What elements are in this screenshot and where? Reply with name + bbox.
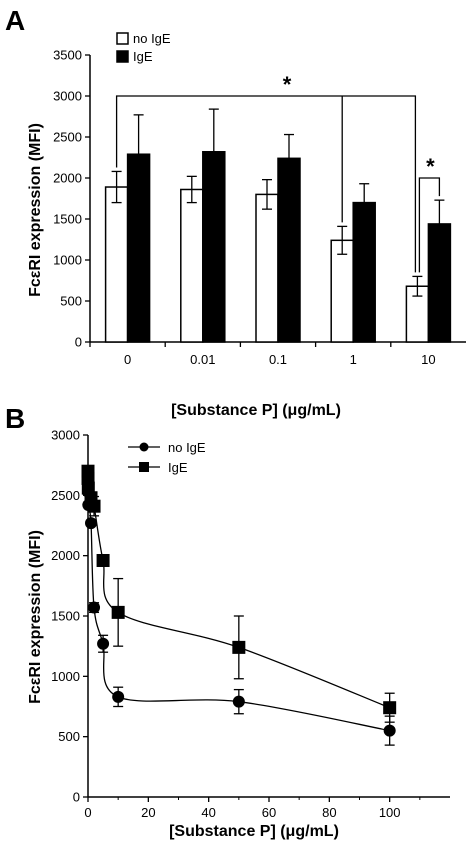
data-point-ige — [87, 499, 101, 513]
bar-ige — [277, 157, 301, 343]
data-point-ige — [96, 553, 110, 567]
legend-label-b-no-ige: no IgE — [168, 440, 206, 455]
panel-a-xtick-label: 0.1 — [269, 352, 287, 367]
panel-b-ytick-label: 2000 — [51, 548, 80, 563]
panel-b-xtick-label: 20 — [141, 805, 155, 820]
significance-bracket-main — [115, 95, 417, 273]
bar-ige — [352, 201, 376, 343]
panel-a-ytick-label: 1500 — [53, 212, 82, 227]
panel-a-ytick-label: 500 — [60, 294, 82, 309]
data-point-ige — [232, 640, 246, 654]
data-point-no-ige — [232, 695, 245, 708]
panel-b-ylabel: FcεRI expression (MFI) — [27, 530, 44, 704]
data-point-ige — [383, 701, 397, 715]
panel-a-letter: A — [5, 5, 25, 36]
panel-b-ytick-label: 0 — [73, 790, 80, 805]
panel-a-xlabel: [Substance P] (μg/mL) — [171, 402, 341, 419]
panel-a-xtick-label: 0 — [124, 352, 131, 367]
data-point-no-ige — [112, 690, 125, 703]
panel-b-ytick-label: 2500 — [51, 488, 80, 503]
panel-b-xtick-label: 80 — [322, 805, 336, 820]
legend-swatch-no-ige — [116, 32, 129, 45]
panel-a-ytick-label: 0 — [75, 335, 82, 350]
panel-b-ytick-label: 500 — [58, 729, 80, 744]
bar-no-ige — [330, 239, 354, 343]
significance-bracket-small — [418, 177, 441, 273]
panel-a-ytick-label: 1000 — [53, 253, 82, 268]
panel-b-ytick-label: 3000 — [51, 428, 80, 443]
bar-no-ige — [255, 193, 279, 343]
data-point-no-ige — [97, 637, 110, 650]
panel-b-xtick-label: 60 — [262, 805, 276, 820]
data-point-no-ige — [85, 517, 98, 530]
data-point-no-ige — [383, 724, 396, 737]
bar-ige — [427, 223, 452, 343]
panel-a-xtick-label: 1 — [350, 352, 357, 367]
panel-a-ytick-label: 2000 — [53, 171, 82, 186]
panel-b-plot: 0 500 1000 1500 2000 2500 3000 0 20 40 60 80 100 — [51, 428, 450, 820]
significance-star: * — [426, 154, 435, 179]
panel-b-ytick-label: 1500 — [51, 609, 80, 624]
panel-b-xtick-label: 0 — [84, 805, 91, 820]
legend-marker-circle — [139, 442, 149, 452]
bar-ige — [202, 151, 226, 343]
significance-star: * — [283, 72, 292, 97]
legend-label-ige: IgE — [133, 49, 153, 64]
panel-a-ylabel: FcεRI expression (MFI) — [27, 123, 44, 297]
panel-a-xtick-label: 0.01 — [190, 352, 215, 367]
legend-label-b-ige: IgE — [168, 460, 188, 475]
panel-a-xtick-label: 10 — [421, 352, 435, 367]
panel-a-ytick-label: 3000 — [53, 89, 82, 104]
panel-a-legend: no IgE IgE — [116, 31, 171, 64]
panel-b-legend: no IgE IgE — [128, 440, 206, 475]
data-point-no-ige — [88, 601, 101, 614]
panel-a-ytick-label: 2500 — [53, 130, 82, 145]
bar-no-ige — [180, 188, 204, 343]
panel-b-letter: B — [5, 403, 25, 434]
panel-b-xtick-label: 100 — [379, 805, 401, 820]
data-point-ige — [111, 605, 125, 619]
bar-ige — [126, 153, 151, 343]
panel-a-plot: 0 500 1000 1500 2000 2500 3000 3500 0 0.01 0.1 1 10 *… — [53, 48, 466, 367]
legend-label-no-ige: no IgE — [133, 31, 171, 46]
panel-a-ytick-label: 3500 — [53, 48, 82, 63]
panel-b-xtick-label: 40 — [201, 805, 215, 820]
bar-no-ige — [104, 186, 129, 343]
legend-marker-square — [139, 462, 149, 472]
panel-b-xlabel: [Substance P] (μg/mL) — [169, 823, 339, 840]
legend-swatch-ige — [116, 50, 129, 63]
panel-b-ytick-label: 1000 — [51, 669, 80, 684]
